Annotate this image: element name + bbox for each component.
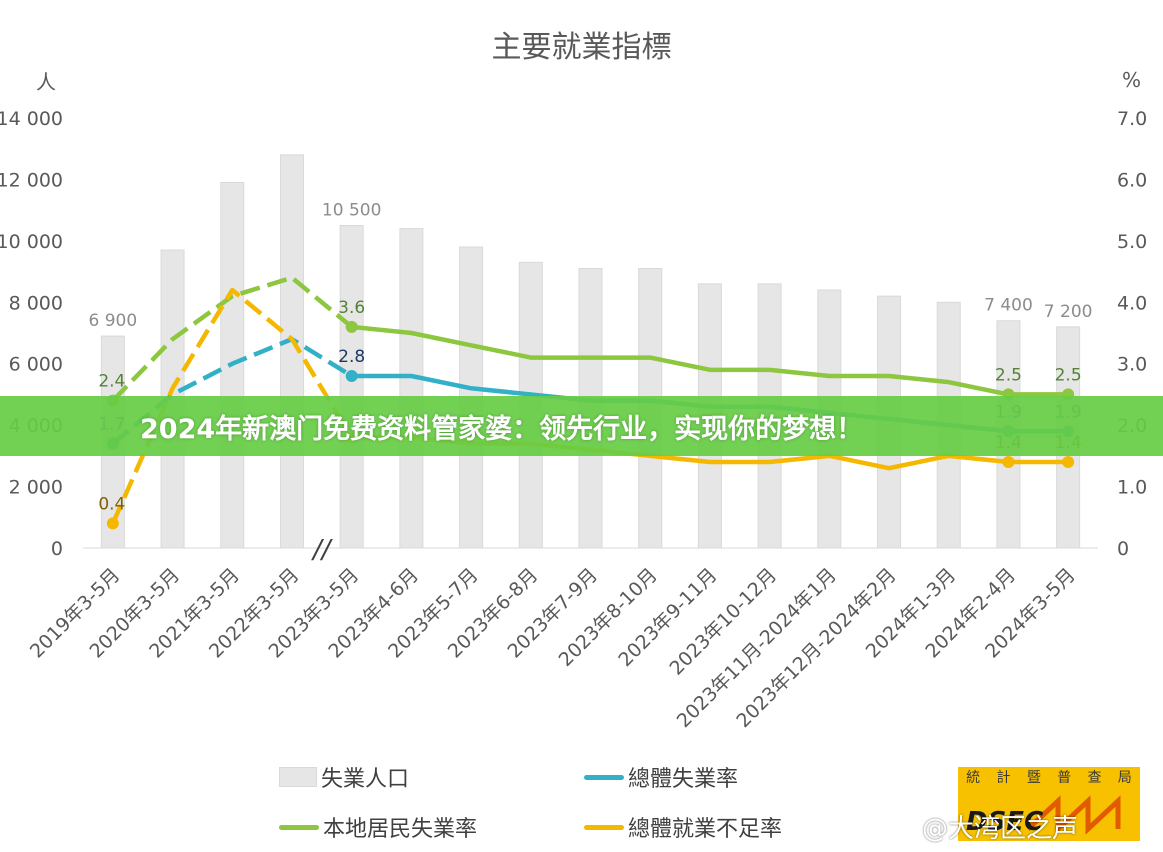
- axis-break-marker: //: [311, 535, 334, 565]
- legend-item-resident-unemployment-rate: 本地居民失業率: [279, 811, 477, 843]
- series-point-marker: [345, 370, 358, 382]
- y-left-tick-label: 12 000: [0, 169, 63, 191]
- y-left-tick-label: 8 000: [9, 292, 63, 314]
- y-right-tick-label: 1.0: [1117, 477, 1147, 499]
- y-right-tick-label: 6.0: [1117, 169, 1147, 191]
- legend-item-overall-unemployment-rate: 總體失業率: [584, 761, 738, 793]
- logo-char: 暨: [1026, 770, 1041, 786]
- logo-chinese-name: 統 計 暨 普 查 局: [958, 767, 1140, 793]
- y-left-tick-label: 2 000: [9, 477, 63, 499]
- y-right-tick-label: 3.0: [1117, 354, 1147, 376]
- y-left-tick-label: 14 000: [0, 108, 63, 130]
- bar-data-label: 10 500: [322, 201, 381, 221]
- y-left-tick-label: 6 000: [9, 354, 63, 376]
- series-point-marker: [345, 320, 358, 333]
- legend-label: 總體失業率: [628, 767, 739, 792]
- legend-item-unemployed-population: 失業人口: [279, 761, 409, 793]
- series-point-marker: [1062, 456, 1075, 468]
- line-data-label: 2.4: [98, 372, 125, 392]
- legend-label: 總體就業不足率: [628, 817, 783, 842]
- bar-data-label: 7 200: [1044, 302, 1093, 322]
- line-data-label: 0.4: [98, 494, 125, 514]
- legend-label: 失業人口: [321, 767, 410, 792]
- bar-unemployed-population: [339, 225, 364, 549]
- line-data-label: 2.5: [995, 365, 1022, 385]
- banner-text: 2024年新澳门免费资料管家婆：领先行业，实现你的梦想！: [140, 413, 864, 445]
- series-point-marker: [106, 517, 119, 530]
- line-data-label: 2.5: [1055, 365, 1082, 385]
- y-left-tick-label: 10 000: [0, 231, 63, 253]
- y-right-tick-label: 7.0: [1117, 108, 1147, 130]
- legend-swatch-bar: [279, 767, 317, 787]
- logo-char: 統: [966, 770, 981, 786]
- bar-data-label: 7 400: [984, 296, 1033, 316]
- series-line: [351, 324, 1069, 397]
- logo-char: 普: [1057, 770, 1072, 786]
- logo-zigzag-graphic: [1026, 795, 1121, 835]
- y-right-tick-label: 0: [1117, 538, 1129, 560]
- dsec-logo: 統 計 暨 普 查 局 DSEC: [958, 767, 1140, 841]
- logo-abbreviation: DSEC: [966, 807, 1044, 837]
- bar-unemployed-population: [399, 228, 424, 549]
- x-category-label: 2023年10-12月: [665, 564, 781, 680]
- y-left-tick-label: 0: [51, 538, 63, 560]
- line-data-label: 2.8: [338, 347, 365, 367]
- right-axis-unit: %: [1122, 68, 1142, 92]
- legend-swatch-line: [584, 824, 624, 830]
- logo-char: 局: [1117, 770, 1132, 786]
- y-right-tick-label: 4.0: [1117, 292, 1147, 314]
- left-axis-unit: 人: [36, 70, 56, 94]
- series-line-dashed: [111, 336, 353, 446]
- series-line-dashed: [111, 275, 354, 403]
- legend-label: 本地居民失業率: [323, 817, 478, 842]
- y-right-tick-label: 5.0: [1117, 231, 1147, 253]
- logo-char: 計: [996, 770, 1011, 786]
- bar-data-label: 6 900: [89, 311, 138, 331]
- series-point-marker: [1002, 456, 1015, 468]
- line-data-label: 3.6: [338, 298, 365, 318]
- logo-char: 查: [1087, 770, 1102, 786]
- chart-title: 主要就業指標: [491, 30, 672, 65]
- legend-swatch-line: [279, 824, 319, 830]
- watermark-text: @大湾区之声: [922, 814, 1079, 844]
- promo-banner: 2024年新澳门免费资料管家婆：领先行业，实现你的梦想！: [0, 396, 1163, 456]
- legend-swatch-line: [584, 774, 624, 780]
- legend-item-underemployment-rate: 總體就業不足率: [584, 811, 782, 843]
